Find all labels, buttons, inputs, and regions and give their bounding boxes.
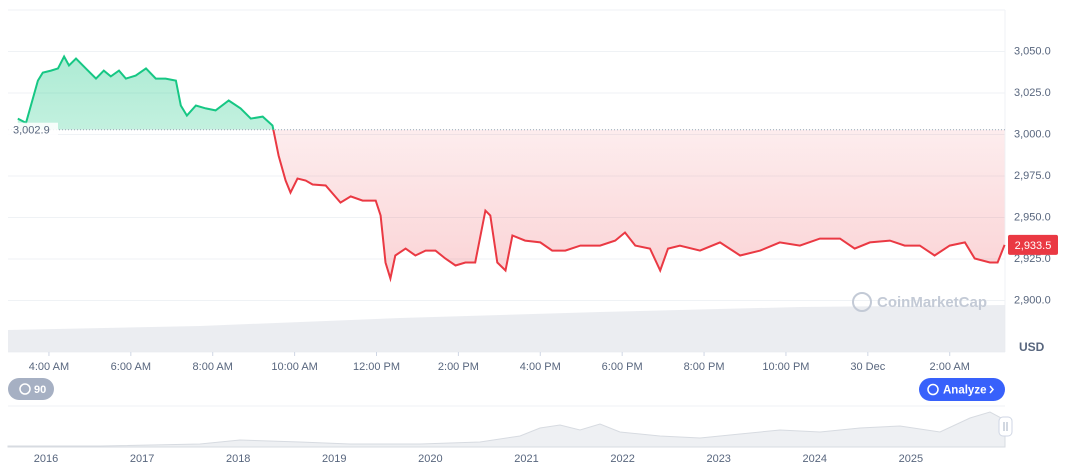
analyze-button[interactable]: Analyze [919, 378, 1005, 401]
x-tick-label: 30 Dec [850, 361, 885, 373]
navigator-year-label: 2021 [514, 453, 538, 465]
zoom-button-bg[interactable] [8, 378, 54, 400]
x-tick-label: 4:00 PM [520, 361, 561, 373]
analyze-button-label[interactable]: Analyze [943, 385, 986, 397]
x-tick-label: 2:00 AM [930, 361, 970, 373]
volume-band [8, 305, 1005, 352]
watermark-logo [852, 292, 872, 312]
y-tick-label: 2,925.0 [1014, 253, 1051, 265]
y-tick-label: 2,975.0 [1014, 170, 1051, 182]
analyze-icon [927, 383, 939, 396]
navigator-year-label: 2023 [706, 453, 730, 465]
area-down [17, 129, 1005, 279]
price-line-down [272, 129, 1006, 283]
navigator-year-label: 2020 [418, 453, 442, 465]
y-tick-label: 2,900.0 [1014, 294, 1051, 306]
current-price-label: 2,933.5 [1015, 240, 1052, 252]
navigator-handle-box[interactable] [998, 416, 1013, 437]
navigator-year-label: 2022 [610, 453, 634, 465]
navigator-year-label: 2019 [322, 453, 346, 465]
navigator-year-label: 2025 [899, 453, 923, 465]
watermark: CoinMarketCap [852, 292, 987, 312]
x-tick-label: 2:00 PM [438, 361, 479, 373]
x-tick-label: 8:00 AM [193, 361, 233, 373]
navigator-area [7, 411, 1006, 448]
y-tick-label: 2,950.0 [1014, 211, 1051, 223]
baseline-label: 3,002.9 [13, 125, 50, 137]
analyze-button-bg[interactable] [919, 378, 1005, 401]
area-up [17, 56, 274, 130]
x-tick-label: 10:00 AM [271, 361, 317, 373]
y-tick-label: 3,050.0 [1014, 45, 1051, 57]
y-tick-label: 3,025.0 [1014, 87, 1051, 99]
current-price-tag [1008, 234, 1058, 255]
analyze-chevron [989, 385, 994, 394]
navigator-year-label: 2018 [226, 453, 250, 465]
x-tick-label: 10:00 PM [762, 361, 809, 373]
watermark-text: CoinMarketCap [877, 294, 987, 311]
y-tick-label: 3,000.0 [1014, 128, 1051, 140]
navigator-year-label: 2017 [130, 453, 154, 465]
navigator-handle[interactable] [998, 416, 1013, 437]
price-line-up [17, 54, 275, 130]
navigator-year-label: 2024 [803, 453, 827, 465]
x-tick-label: 12:00 PM [353, 361, 400, 373]
x-tick-label: 6:00 AM [111, 361, 151, 373]
y-axis-label: USD [1019, 340, 1045, 354]
x-tick-label: 8:00 PM [684, 361, 725, 373]
zoom-icon [19, 383, 31, 395]
x-tick-label: 4:00 AM [29, 361, 69, 373]
zoom-button[interactable]: 90 [8, 378, 54, 400]
navigator-year-label: 2016 [34, 453, 58, 465]
zoom-button-label[interactable]: 90 [34, 384, 46, 396]
x-tick-label: 6:00 PM [602, 361, 643, 373]
baseline-label-bg [8, 122, 58, 137]
